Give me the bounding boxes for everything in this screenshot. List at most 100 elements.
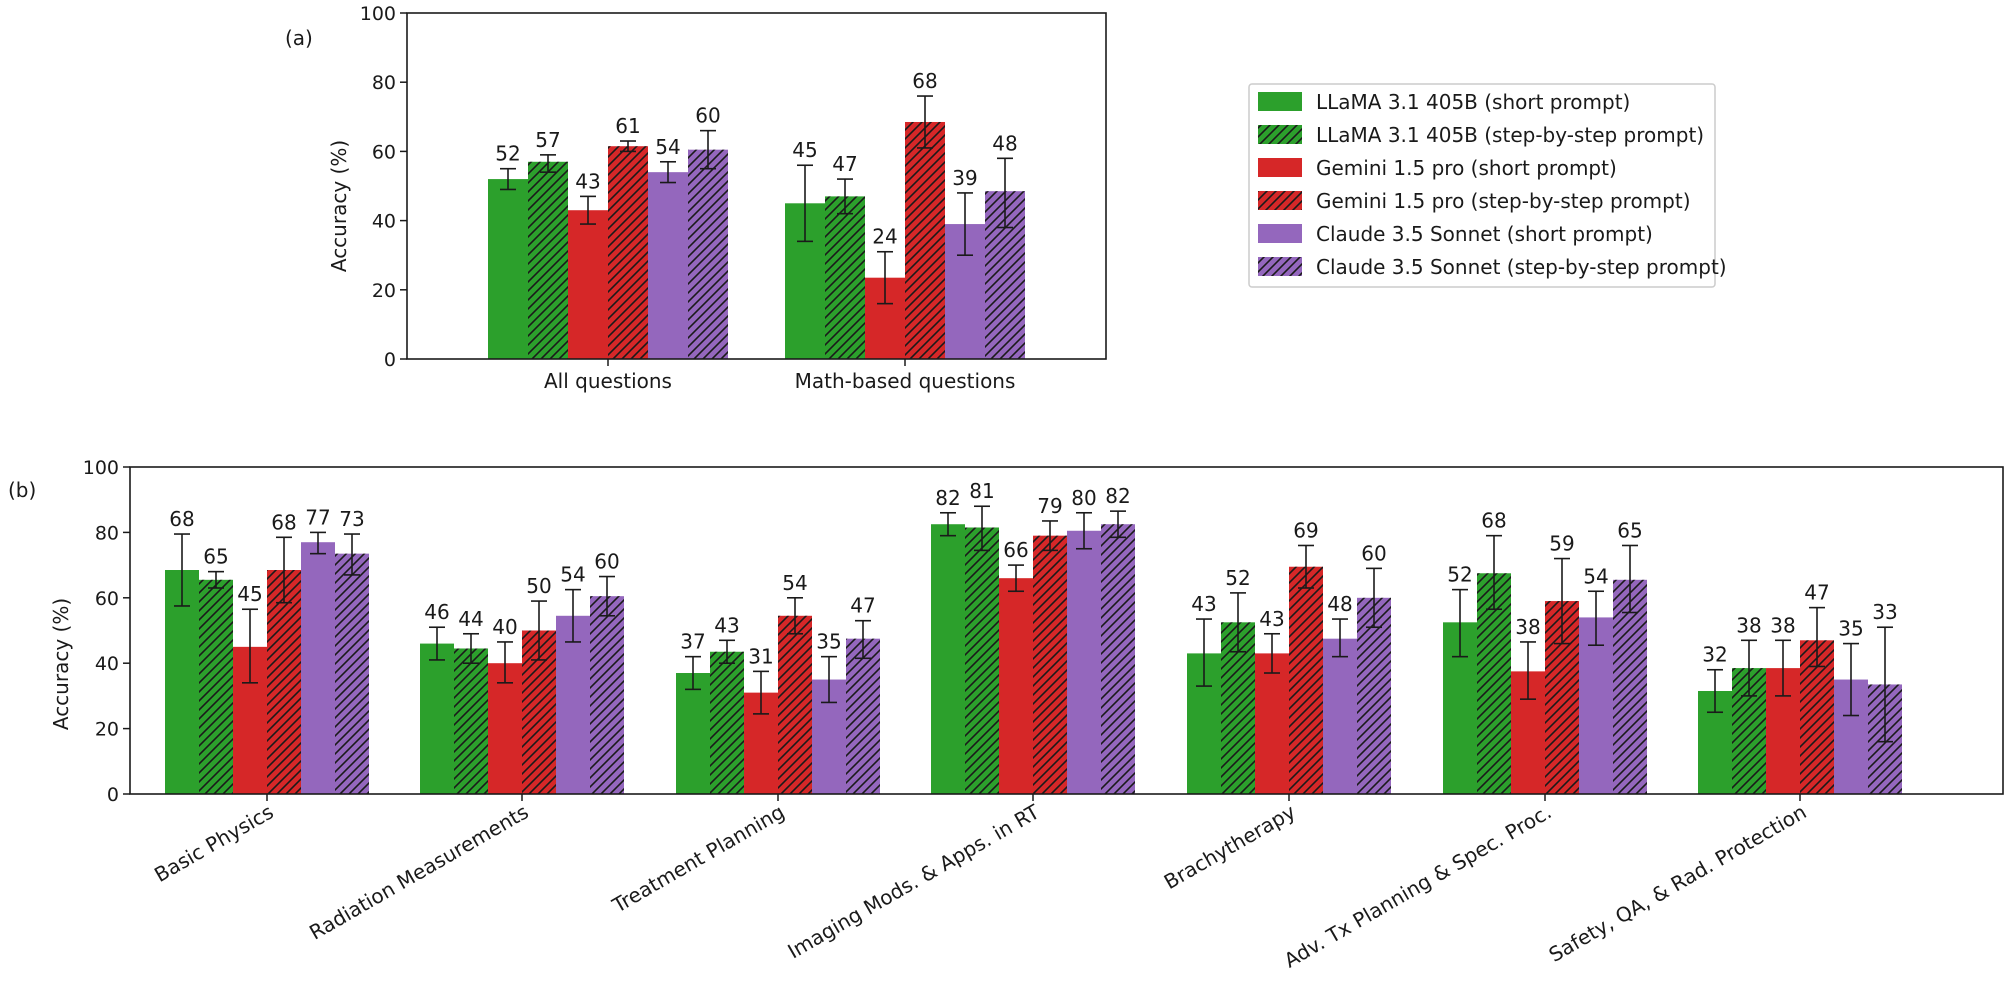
panel-b-bar-hatch (1033, 535, 1067, 794)
legend-entry: LLaMA 3.1 405B (step-by-step prompt) (1258, 123, 1704, 147)
panel-b-data-label: 60 (594, 550, 619, 574)
panel-b-category-label: Treatment Planning (607, 800, 788, 918)
panel-b-data-label: 38 (1515, 615, 1540, 639)
panel-b-error-bar (1554, 557, 1570, 645)
panel-b-data-label: 52 (1225, 566, 1250, 590)
panel-b-bar (488, 663, 522, 794)
legend-label: Claude 3.5 Sonnet (short prompt) (1316, 222, 1653, 246)
panel-b-data-label: 52 (1447, 563, 1472, 587)
panel-b-data-label: 43 (1259, 607, 1284, 631)
panel-a-error-bar (500, 167, 516, 191)
panel-b-category-label: Basic Physics (150, 800, 277, 887)
panel-a-data-label: 68 (912, 69, 937, 93)
panel-b-error-bar (1877, 626, 1893, 743)
panel-b-data-label: 77 (305, 505, 330, 529)
panel-b-error-bar (685, 655, 701, 691)
panel-b-error-bar (1332, 618, 1348, 658)
panel-b-error-bar (310, 531, 326, 555)
panel-b-error-bar (208, 570, 224, 589)
panel-b-error-bar (1008, 564, 1024, 593)
panel-b-error-bar (497, 641, 513, 684)
panel-b-bar-hatch (335, 553, 369, 794)
panel-b-bar (931, 524, 965, 794)
panel-b-error-bar (599, 575, 615, 617)
panel-a-category-label: Math-based questions (795, 369, 1016, 393)
panel-b-bar-hatch (965, 527, 999, 794)
panel-b-data-label: 47 (1804, 581, 1829, 605)
panel-b-bar-hatch (199, 579, 233, 794)
panel-b-error-bar (1707, 668, 1723, 714)
panel-b-y-axis: 0 20 40 60 80 100 (83, 457, 130, 806)
panel-a-category-label: All questions (544, 369, 672, 393)
panel-b-error-bar (1588, 590, 1604, 647)
panel-b-bar (420, 643, 454, 794)
panel-b-data-label: 81 (969, 479, 994, 503)
panel-a-data-label: 48 (992, 131, 1017, 155)
panel-a-y-axis-label: Accuracy (%) (327, 140, 351, 272)
panel-b-data-label: 35 (816, 630, 841, 654)
panel-b-data-label: 54 (1583, 564, 1608, 588)
panel-a-label: (a) (285, 26, 313, 50)
legend-frame (1248, 83, 1716, 288)
panel-b-y-tick-label: 100 (83, 457, 119, 479)
panel-a-bar (488, 179, 528, 359)
panel-b-data-label: 59 (1549, 532, 1574, 556)
panel-b-data-label: 47 (850, 594, 875, 618)
panel-b-data-label: 68 (1481, 509, 1506, 533)
legend-swatch (1258, 158, 1302, 177)
panel-b-error-bar (276, 536, 292, 604)
panel-a-data-label: 47 (832, 152, 857, 176)
panel-b-error-bar (719, 639, 735, 665)
panel-a-error-bar (917, 95, 933, 149)
panel-b-data-label: 79 (1037, 494, 1062, 518)
panel-b-bar (301, 542, 335, 794)
legend-entry: Gemini 1.5 pro (short prompt) (1258, 156, 1617, 180)
panel-b-error-bar (1741, 639, 1757, 697)
legend-swatch (1258, 224, 1302, 243)
panel-b-error-bar (344, 533, 360, 576)
panel-b-data-label: 68 (169, 507, 194, 531)
panel-a-error-bar (997, 157, 1013, 229)
legend-swatch-hatch (1258, 191, 1302, 210)
panel-b-error-bar (174, 533, 190, 607)
panel-b-error-bar (429, 626, 445, 661)
panel-b-data-label: 44 (458, 607, 483, 631)
panel-b-x-axis: Basic Physics Radiation Measurements Treat… (150, 794, 1811, 973)
panel-b-data-label: 33 (1872, 600, 1897, 624)
panel-a-y-tick-label: 80 (372, 72, 396, 94)
panel-b-bar-hatch (590, 596, 624, 794)
panel-b-bar-hatch (1101, 524, 1135, 794)
panel-b-bar (165, 570, 199, 794)
panel-b-error-bar (940, 511, 956, 537)
panel-b-error-bar (1366, 567, 1382, 629)
panel-a-error-bar (877, 250, 893, 305)
panel-a-data-label: 43 (575, 169, 600, 193)
panel-b-data-label: 65 (203, 545, 228, 569)
panel-b-data-label: 40 (492, 615, 517, 639)
panel-b-data-label: 45 (237, 582, 262, 606)
panel-b-category-label: Imaging Mods. & Apps. in RT (784, 799, 1045, 963)
panel-b-error-bar (1843, 642, 1859, 717)
panel-a-data-label: 54 (655, 135, 680, 159)
panel-b-error-bar (1076, 511, 1092, 550)
panel-b-bar-hatch (1289, 566, 1323, 794)
panel-a-y-tick-label: 40 (372, 211, 396, 233)
panel-a-frame (406, 12, 1107, 360)
panel-b-y-axis-label: Accuracy (%) (49, 598, 73, 730)
panel-b-category-label: Radiation Measurements (305, 800, 532, 945)
panel-b-data-label: 43 (1191, 592, 1216, 616)
panel-b-bar (676, 673, 710, 794)
panel-b-label: (b) (8, 478, 36, 502)
legend-entry: LLaMA 3.1 405B (short prompt) (1258, 90, 1630, 114)
panel-b-data-label: 38 (1770, 613, 1795, 637)
panel-b-error-bar (821, 655, 837, 704)
panel-a-data-label: 39 (952, 166, 977, 190)
panel-a-x-axis: All questions Math-based questions (544, 359, 1015, 393)
panel-a-bar (568, 210, 608, 359)
panel-b-error-bar (463, 632, 479, 665)
panel-b-bar-hatch (710, 651, 744, 794)
panel-b-data-label: 80 (1071, 486, 1096, 510)
panel-b-error-bar (1264, 632, 1280, 674)
panel-b-error-bar (1196, 618, 1212, 687)
legend-swatch (1258, 92, 1302, 111)
